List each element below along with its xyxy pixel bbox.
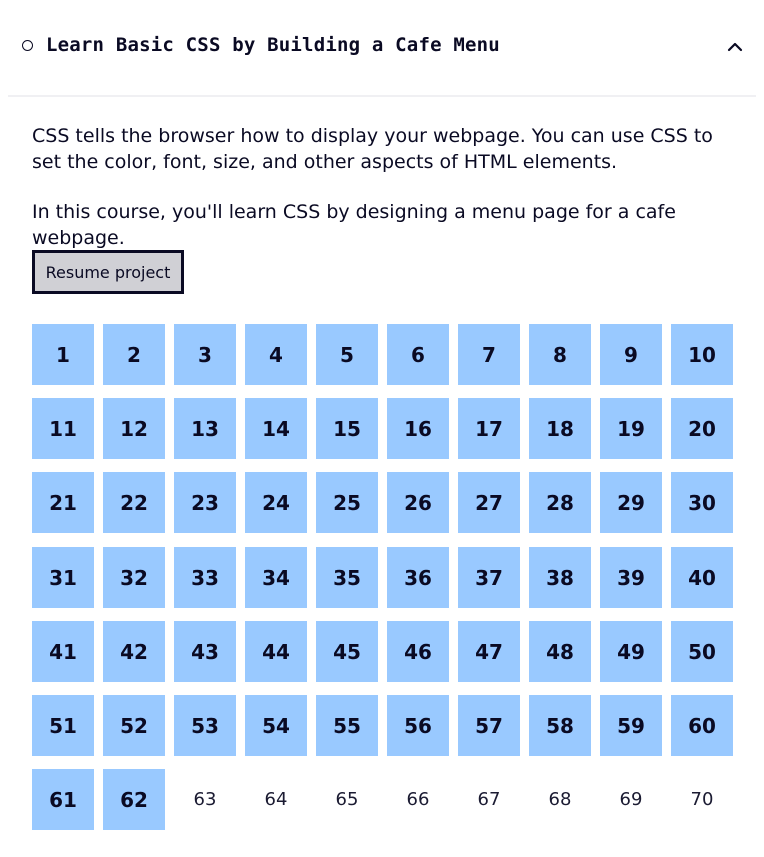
caret-up-icon[interactable]: [725, 37, 745, 57]
step-button[interactable]: 66: [406, 789, 430, 810]
step-button[interactable]: 24: [245, 472, 307, 533]
step-button[interactable]: 63: [193, 789, 217, 810]
step-button[interactable]: 42: [103, 621, 165, 682]
course-description-secondary: In this course, you'll learn CSS by desi…: [32, 201, 676, 249]
step-button[interactable]: 59: [600, 695, 662, 756]
step-button[interactable]: 33: [174, 547, 236, 608]
step-button[interactable]: 13: [174, 398, 236, 459]
step-button[interactable]: 61: [32, 769, 94, 830]
step-button[interactable]: 41: [32, 621, 94, 682]
resume-project-button[interactable]: Resume project: [32, 250, 184, 294]
step-button[interactable]: 16: [387, 398, 449, 459]
step-button[interactable]: 44: [245, 621, 307, 682]
step-button[interactable]: 21: [32, 472, 94, 533]
step-button[interactable]: 64: [264, 789, 288, 810]
step-button[interactable]: 30: [671, 472, 733, 533]
step-button[interactable]: 28: [529, 472, 591, 533]
step-button[interactable]: 60: [671, 695, 733, 756]
step-button[interactable]: 12: [103, 398, 165, 459]
step-button[interactable]: 54: [245, 695, 307, 756]
step-button[interactable]: 37: [458, 547, 520, 608]
step-button[interactable]: 7: [458, 324, 520, 385]
step-button[interactable]: 58: [529, 695, 591, 756]
step-button[interactable]: 18: [529, 398, 591, 459]
course-description: CSS tells the browser how to display you…: [32, 125, 713, 173]
step-button[interactable]: 35: [316, 547, 378, 608]
step-button[interactable]: 39: [600, 547, 662, 608]
step-button[interactable]: 29: [600, 472, 662, 533]
step-button[interactable]: 55: [316, 695, 378, 756]
step-button[interactable]: 38: [529, 547, 591, 608]
step-button[interactable]: 19: [600, 398, 662, 459]
step-button[interactable]: 14: [245, 398, 307, 459]
step-button[interactable]: 25: [316, 472, 378, 533]
step-button[interactable]: 4: [245, 324, 307, 385]
step-button[interactable]: 27: [458, 472, 520, 533]
step-button[interactable]: 69: [619, 789, 643, 810]
step-button[interactable]: 45: [316, 621, 378, 682]
step-button[interactable]: 40: [671, 547, 733, 608]
step-button[interactable]: 56: [387, 695, 449, 756]
step-button[interactable]: 43: [174, 621, 236, 682]
step-button[interactable]: 23: [174, 472, 236, 533]
step-button[interactable]: 20: [671, 398, 733, 459]
step-button[interactable]: 1: [32, 324, 94, 385]
step-button[interactable]: 17: [458, 398, 520, 459]
step-button[interactable]: 36: [387, 547, 449, 608]
step-button[interactable]: 67: [477, 789, 501, 810]
step-button[interactable]: 51: [32, 695, 94, 756]
step-button[interactable]: 9: [600, 324, 662, 385]
step-button[interactable]: 34: [245, 547, 307, 608]
step-button[interactable]: 15: [316, 398, 378, 459]
step-button[interactable]: 68: [548, 789, 572, 810]
course-header-toggle[interactable]: Learn Basic CSS by Building a Cafe Menu: [8, 0, 756, 97]
step-button[interactable]: 5: [316, 324, 378, 385]
step-button[interactable]: 49: [600, 621, 662, 682]
step-grid: 1 2 3 4 5 6 7 8 9 10 11 12 13 14 15 16 17 18 19 20 21 22 23 24 2…: [32, 324, 742, 844]
step-button[interactable]: 50: [671, 621, 733, 682]
step-button[interactable]: 65: [335, 789, 359, 810]
course-panel: Learn Basic CSS by Building a Cafe Menu …: [8, 0, 756, 857]
step-button[interactable]: 70: [690, 789, 714, 810]
step-button[interactable]: 26: [387, 472, 449, 533]
step-button[interactable]: 62: [103, 769, 165, 830]
step-button[interactable]: 31: [32, 547, 94, 608]
step-button[interactable]: 3: [174, 324, 236, 385]
step-button[interactable]: 52: [103, 695, 165, 756]
step-button[interactable]: 8: [529, 324, 591, 385]
step-button[interactable]: 6: [387, 324, 449, 385]
step-button[interactable]: 32: [103, 547, 165, 608]
step-button[interactable]: 48: [529, 621, 591, 682]
step-button[interactable]: 46: [387, 621, 449, 682]
step-button[interactable]: 11: [32, 398, 94, 459]
course-title: Learn Basic CSS by Building a Cafe Menu: [46, 34, 500, 56]
step-button[interactable]: 47: [458, 621, 520, 682]
step-button[interactable]: 57: [458, 695, 520, 756]
step-button[interactable]: 53: [174, 695, 236, 756]
circle-outline-icon: [22, 40, 33, 51]
step-button[interactable]: 22: [103, 472, 165, 533]
step-button[interactable]: 2: [103, 324, 165, 385]
step-button[interactable]: 10: [671, 324, 733, 385]
